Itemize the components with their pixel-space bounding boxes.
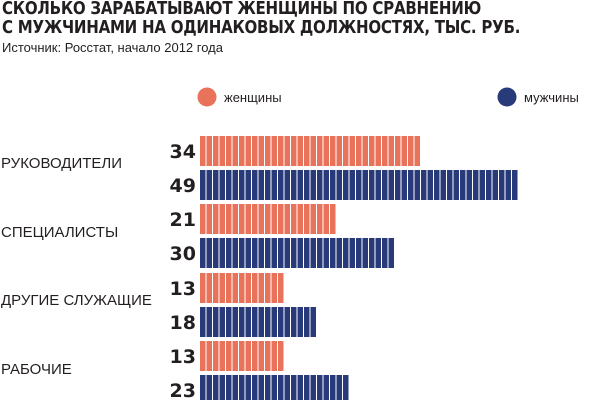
value-label-other-employees-women: 13 <box>170 278 196 300</box>
legend-label-women: женщины <box>224 90 282 105</box>
chart-title-line-2: С МУЖЧИНАМИ НА ОДИНАКОВЫХ ДОЛЖНОСТЯХ, ТЫ… <box>2 18 521 38</box>
category-labels: РУКОВОДИТЕЛИ СПЕЦИАЛИСТЫ ДРУГИЕ СЛУЖАЩИЕ… <box>1 155 152 378</box>
chart-title: СКОЛЬКО ЗАРАБАТЫВАЮТ ЖЕНЩИНЫ ПО СРАВНЕНИ… <box>2 0 520 38</box>
category-label-specialists: СПЕЦИАЛИСТЫ <box>1 224 118 241</box>
bar-managers-men <box>200 170 519 200</box>
legend-swatch-women <box>197 87 217 107</box>
bar-managers-women <box>200 136 421 166</box>
category-label-managers: РУКОВОДИТЕЛИ <box>1 155 122 172</box>
value-label-other-employees-men: 18 <box>170 312 196 334</box>
category-label-workers: РАБОЧИЕ <box>1 361 72 378</box>
bar-specialists-men <box>200 238 395 268</box>
value-label-workers-men: 23 <box>170 380 196 400</box>
chart-source: Источник: Росстат, начало 2012 года <box>2 40 223 55</box>
bar-other-employees-women <box>200 273 285 303</box>
value-labels-group: 34 49 21 30 13 18 13 23 <box>170 141 196 400</box>
value-label-managers-men: 49 <box>170 175 196 197</box>
bar-workers-men <box>200 375 350 400</box>
bar-specialists-women <box>200 204 337 234</box>
bars-group <box>200 136 519 400</box>
value-label-specialists-women: 21 <box>170 209 196 231</box>
chart-title-line-1: СКОЛЬКО ЗАРАБАТЫВАЮТ ЖЕНЩИНЫ ПО СРАВНЕНИ… <box>2 0 481 19</box>
value-label-workers-women: 13 <box>170 346 196 368</box>
legend-label-men: мужчины <box>524 90 579 105</box>
category-label-other-employees: ДРУГИЕ СЛУЖАЩИЕ <box>1 292 152 309</box>
value-label-specialists-men: 30 <box>170 243 196 265</box>
bar-workers-women <box>200 341 285 371</box>
value-label-managers-women: 34 <box>170 141 196 163</box>
chart-legend: женщины мужчины <box>197 87 579 107</box>
bar-other-employees-men <box>200 307 317 337</box>
legend-swatch-men <box>497 87 517 107</box>
